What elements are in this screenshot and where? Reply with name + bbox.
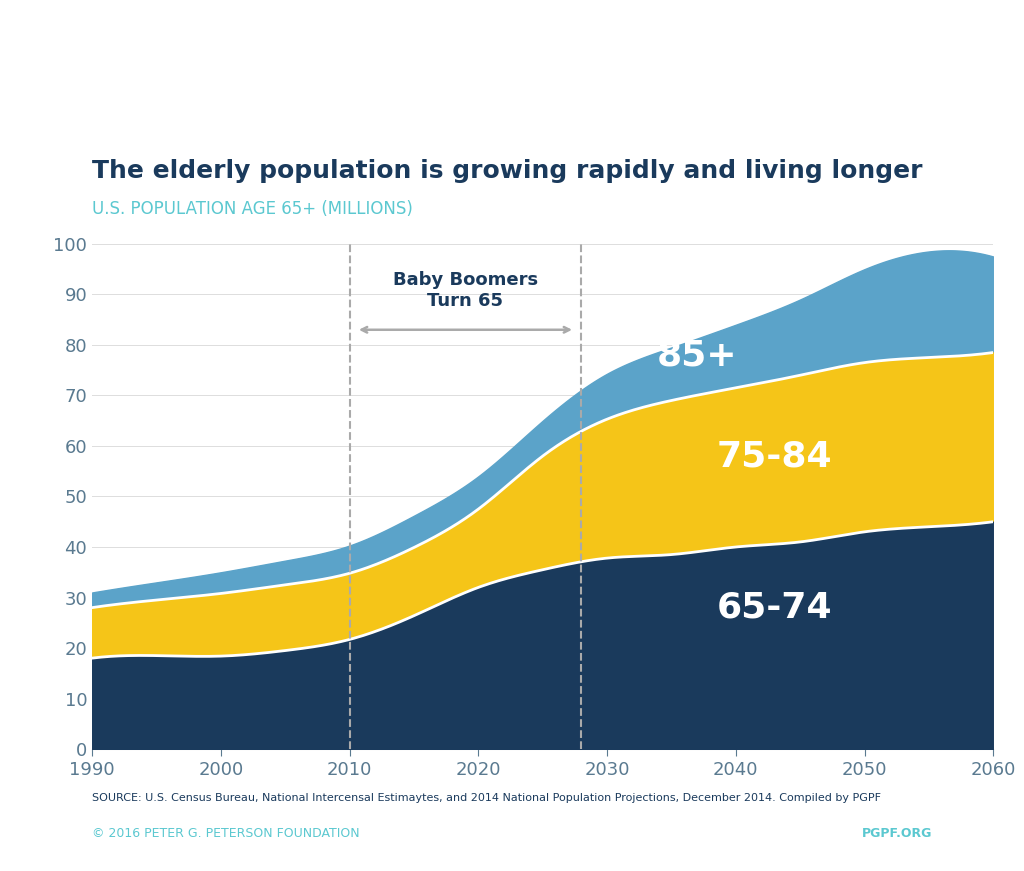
Text: 65-74: 65-74	[717, 591, 833, 625]
Text: © 2016 PETER G. PETERSON FOUNDATION: © 2016 PETER G. PETERSON FOUNDATION	[92, 827, 359, 841]
Text: 85+: 85+	[656, 338, 737, 372]
Text: U.S. POPULATION AGE 65+ (MILLIONS): U.S. POPULATION AGE 65+ (MILLIONS)	[92, 199, 413, 218]
Text: 75-84: 75-84	[717, 439, 833, 473]
Text: SOURCE: U.S. Census Bureau, National Intercensal Estimaytes, and 2014 National P: SOURCE: U.S. Census Bureau, National Int…	[92, 793, 882, 802]
Text: Baby Boomers
Turn 65: Baby Boomers Turn 65	[393, 271, 538, 309]
Text: PGPF.ORG: PGPF.ORG	[861, 827, 932, 841]
Text: The elderly population is growing rapidly and living longer: The elderly population is growing rapidl…	[92, 159, 923, 183]
